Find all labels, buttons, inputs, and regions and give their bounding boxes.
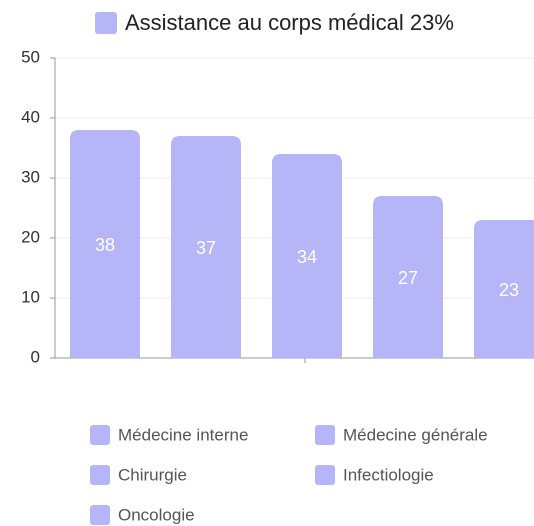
legend-label: Infectiologie: [343, 465, 434, 484]
legend-label: Chirurgie: [118, 465, 187, 484]
legend-swatch: [315, 465, 335, 485]
bar-value-label: 27: [398, 268, 418, 288]
bar: [272, 154, 342, 358]
legend-label: Médecine générale: [343, 425, 488, 444]
legend-label: Médecine interne: [118, 425, 248, 444]
title-swatch: [95, 12, 117, 34]
legend-swatch: [315, 425, 335, 445]
legend-swatch: [90, 425, 110, 445]
bar: [474, 220, 534, 358]
y-tick-label: 20: [21, 227, 40, 246]
bar-value-label: 34: [297, 247, 317, 267]
bar: [373, 196, 443, 358]
bar: [70, 130, 140, 358]
y-tick-label: 50: [21, 47, 40, 66]
y-tick-label: 0: [31, 347, 40, 366]
y-tick-label: 10: [21, 287, 40, 306]
y-tick-label: 30: [21, 167, 40, 186]
bar: [171, 136, 241, 358]
legend-label: Oncologie: [118, 505, 195, 524]
chart-title: Assistance au corps médical 23%: [125, 10, 454, 35]
y-tick-label: 40: [21, 107, 40, 126]
bar-value-label: 37: [196, 238, 216, 258]
legend-swatch: [90, 465, 110, 485]
legend-swatch: [90, 505, 110, 525]
bar-value-label: 38: [95, 235, 115, 255]
bar-value-label: 23: [499, 280, 519, 300]
